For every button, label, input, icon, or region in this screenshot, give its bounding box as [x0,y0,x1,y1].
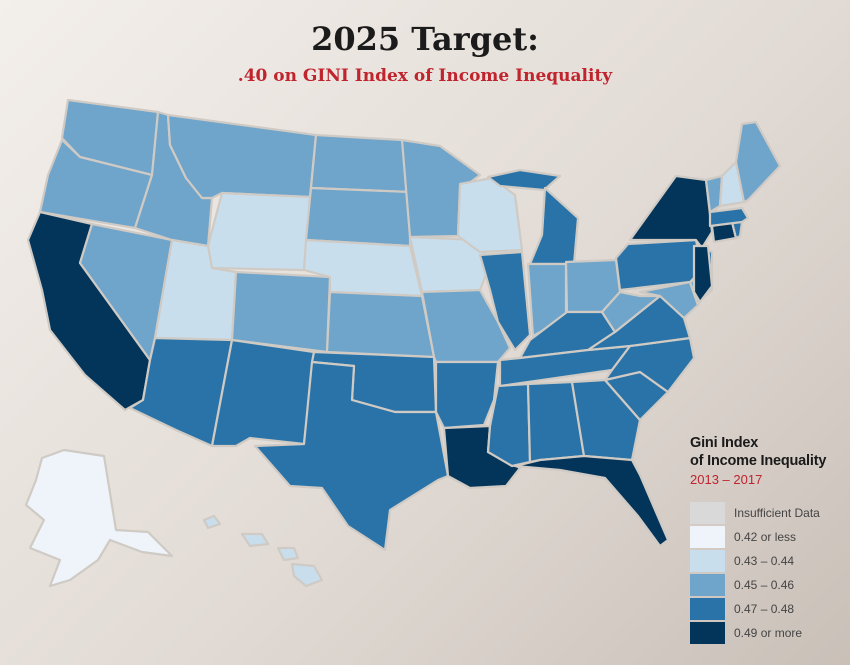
state-ma[interactable] [708,206,750,228]
state-ga[interactable] [570,378,642,462]
legend-swatch [690,502,725,524]
legend-swatch [690,526,725,548]
state-il[interactable] [478,250,532,352]
legend-item: Insufficient Data [690,501,850,525]
legend-label: 0.45 – 0.46 [734,578,795,592]
state-wy[interactable] [206,191,312,272]
legend-item: 0.42 or less [690,525,850,549]
page-title: 2025 Target: [311,20,539,58]
legend-swatch [690,550,725,572]
state-wi[interactable] [456,176,524,254]
legend-label: 0.49 or more [734,626,803,640]
state-sd[interactable] [304,186,412,248]
legend: Gini Index of Income Inequality 2013 – 2… [690,434,850,645]
state-md[interactable] [638,280,700,320]
legend-item: 0.49 or more [690,621,850,645]
legend-title: Gini Index of Income Inequality [690,434,850,470]
page-subtitle: .40 on GINI Index of Income Inequality [237,66,613,86]
state-ny[interactable] [628,174,714,250]
legend-swatch [690,622,725,644]
state-nd[interactable] [309,133,412,194]
state-mo[interactable] [420,288,512,364]
state-hi[interactable] [202,514,324,588]
legend-item: 0.43 – 0.44 [690,549,850,573]
legend-title-line1: Gini Index [690,435,759,451]
legend-label: 0.47 – 0.48 [734,602,795,616]
state-dc[interactable] [692,244,714,304]
state-co[interactable] [230,270,332,354]
legend-label: 0.42 or less [734,530,797,544]
state-ks[interactable] [325,290,436,359]
legend-items: Insufficient Data 0.42 or less 0.43 – 0.… [690,501,850,645]
legend-item: 0.45 – 0.46 [690,573,850,597]
state-me[interactable] [734,120,782,204]
legend-item: 0.47 – 0.48 [690,597,850,621]
legend-years: 2013 – 2017 [690,472,763,487]
legend-swatch [690,574,725,596]
legend-label: Insufficient Data [734,506,820,520]
state-tx[interactable] [253,360,450,552]
state-fl[interactable] [513,454,670,548]
legend-label: 0.43 – 0.44 [734,554,795,568]
state-ak[interactable] [24,448,174,588]
legend-title-line2: of Income Inequality [690,453,827,469]
legend-swatch [690,598,725,620]
state-ar[interactable] [434,360,500,430]
